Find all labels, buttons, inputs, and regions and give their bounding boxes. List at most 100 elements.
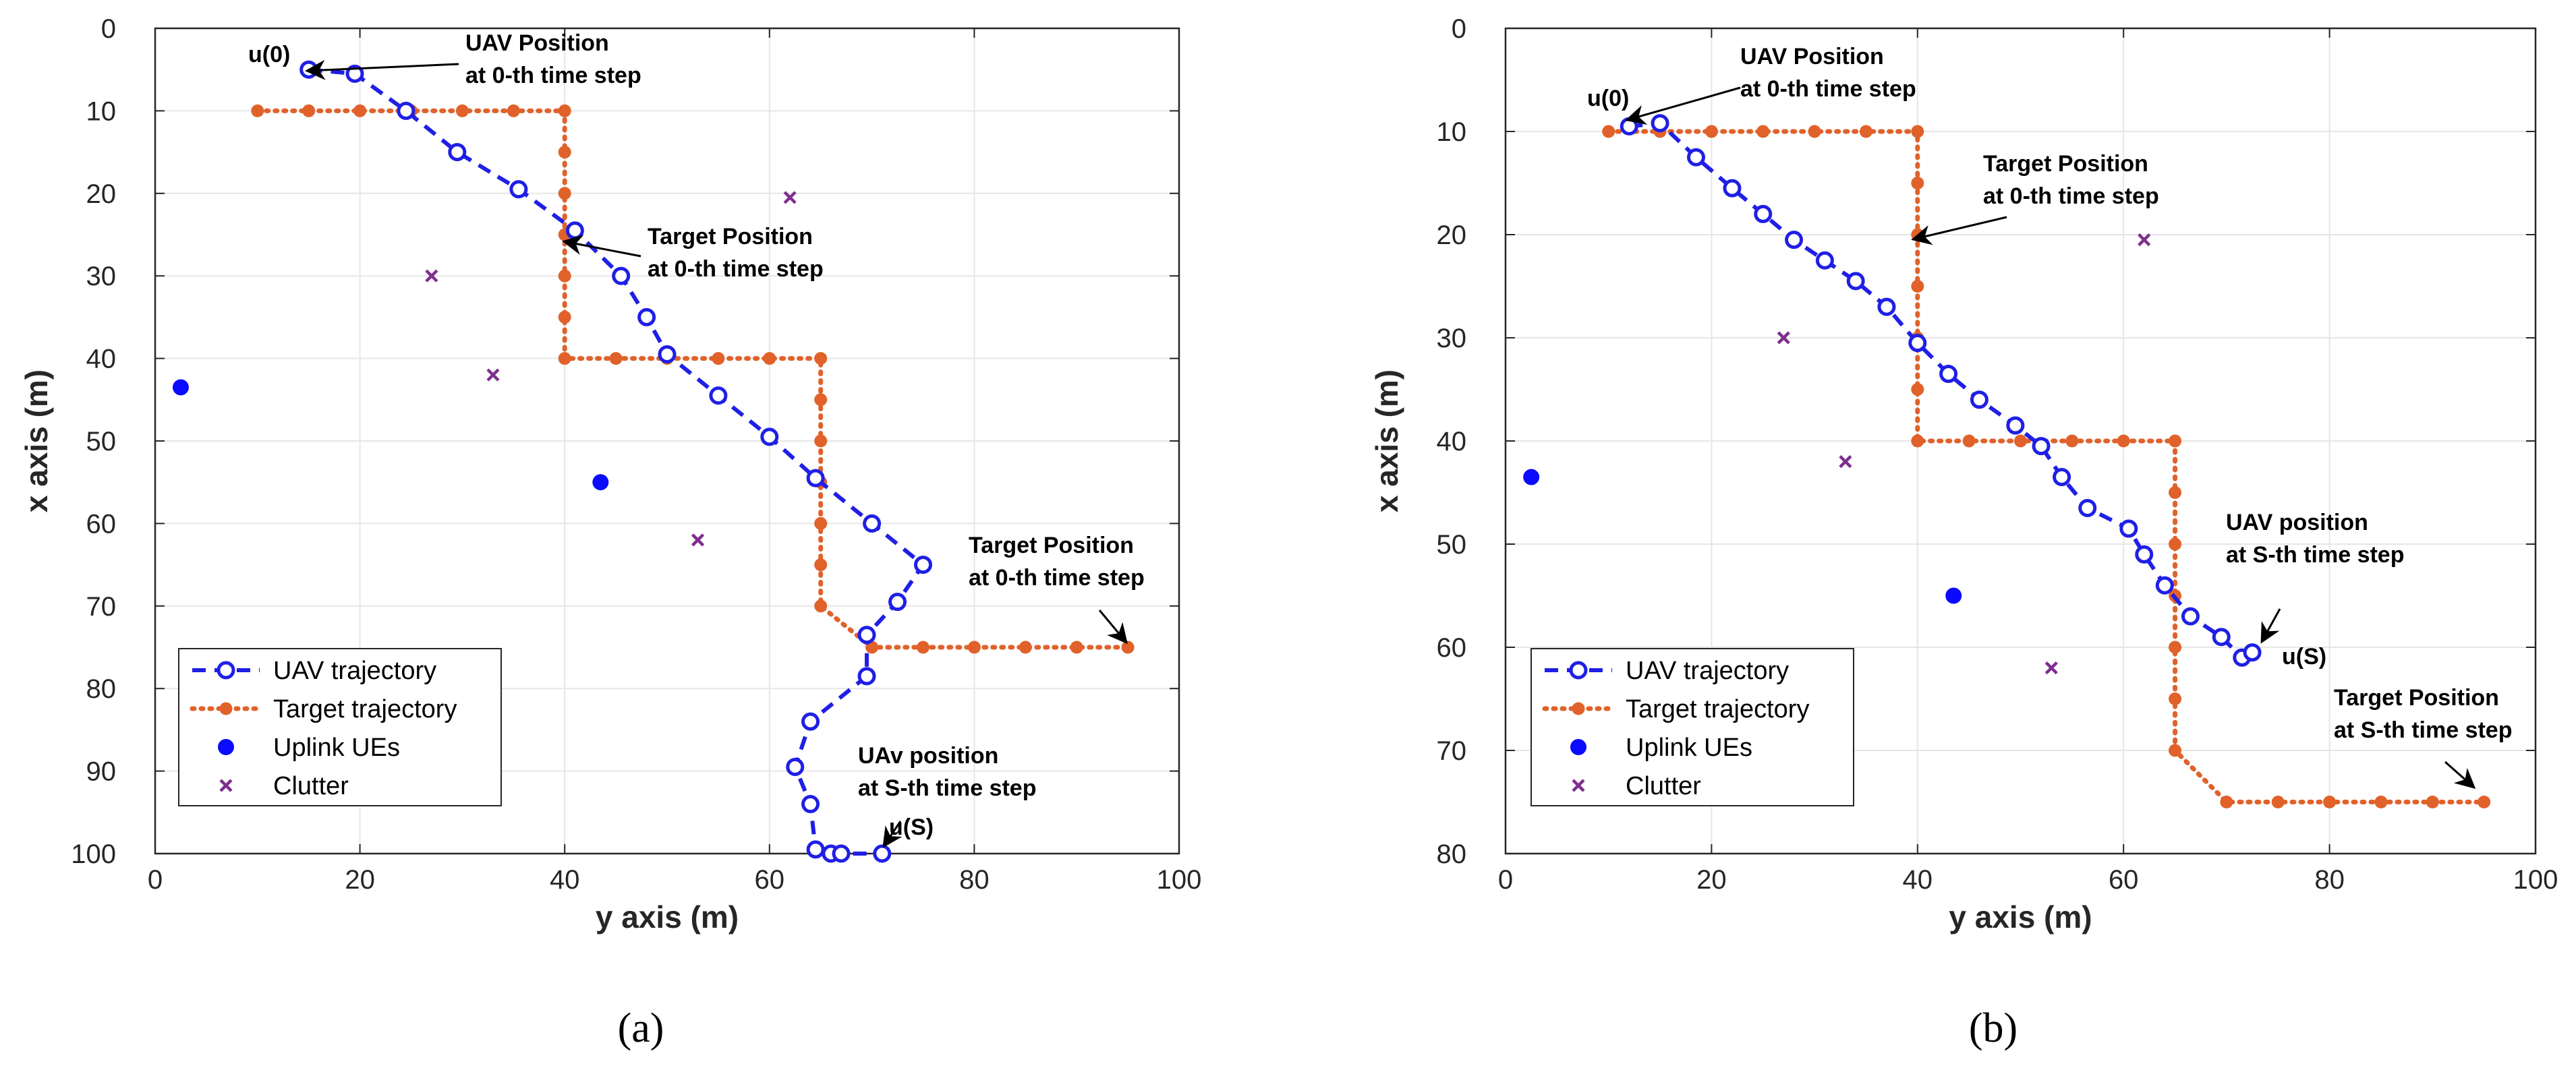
annotation-arrow bbox=[1625, 86, 1741, 125]
uplink-ue-point bbox=[172, 379, 189, 396]
target-point bbox=[814, 434, 828, 448]
y-tick-label: 20 bbox=[86, 179, 117, 209]
uav-point bbox=[345, 64, 364, 83]
annotation-arrow bbox=[305, 59, 459, 80]
legend-target-marker bbox=[219, 702, 233, 715]
uav-point bbox=[801, 795, 820, 814]
y-tick-label: 0 bbox=[1452, 14, 1466, 44]
annotation-text: Target Position bbox=[1983, 151, 2148, 177]
uav-point bbox=[857, 667, 876, 686]
target-point bbox=[558, 310, 571, 324]
target-point bbox=[558, 104, 571, 117]
clutter-point bbox=[783, 191, 797, 204]
x-tick-label: 20 bbox=[1696, 865, 1727, 895]
target-point bbox=[712, 352, 725, 365]
uav-point bbox=[2243, 643, 2262, 662]
uav-point bbox=[1877, 297, 1896, 316]
uav-point bbox=[1651, 114, 1669, 133]
x-tick-label: 40 bbox=[550, 865, 580, 895]
target-point bbox=[814, 599, 828, 613]
y-tick-label: 60 bbox=[86, 509, 117, 539]
target-point bbox=[2117, 434, 2130, 448]
annotation-text: u(S) bbox=[2282, 644, 2326, 670]
clutter-point bbox=[2044, 661, 2058, 675]
annotation-text: at S-th time step bbox=[858, 775, 1036, 801]
uav-point bbox=[658, 345, 677, 363]
uav-point bbox=[1815, 251, 1834, 270]
uav-point bbox=[888, 593, 907, 612]
legend-clutter-marker bbox=[1572, 779, 1585, 792]
y-tick-label: 10 bbox=[86, 96, 117, 126]
uav-point bbox=[2155, 576, 2174, 595]
legend-label: UAV trajectory bbox=[1626, 657, 1789, 685]
uav-point bbox=[1785, 231, 1804, 249]
clutter-point bbox=[1777, 331, 1790, 345]
uav-point bbox=[1970, 390, 1988, 409]
legend-ue-marker bbox=[218, 739, 234, 755]
target-point bbox=[1911, 177, 1924, 189]
clutter-point bbox=[486, 368, 500, 382]
target-point bbox=[1756, 125, 1770, 138]
target-point bbox=[2065, 434, 2079, 448]
clutter-point bbox=[1839, 455, 1852, 469]
y-tick-label: 80 bbox=[1437, 839, 1467, 869]
x-tick-label: 100 bbox=[1157, 865, 1202, 895]
x-tick-label: 80 bbox=[2314, 865, 2345, 895]
uplink-ue-point bbox=[1523, 469, 1540, 485]
target-point bbox=[814, 558, 828, 572]
y-tick-label: 70 bbox=[86, 592, 117, 622]
target-point bbox=[2169, 641, 2182, 654]
target-point bbox=[1602, 125, 1615, 138]
x-tick-label: 60 bbox=[2109, 865, 2139, 895]
x-axis-label: y axis (m) bbox=[596, 899, 739, 934]
annotation-text: at 0-th time step bbox=[1983, 183, 2159, 209]
y-tick-label: 30 bbox=[1437, 324, 1467, 353]
uav-point bbox=[1686, 148, 1705, 167]
legend-label: UAV trajectory bbox=[273, 657, 436, 685]
y-tick-label: 20 bbox=[1437, 220, 1467, 250]
target-point bbox=[1859, 125, 1872, 138]
legend-label: Uplink UEs bbox=[273, 734, 400, 762]
target-trajectory-line bbox=[255, 108, 1130, 650]
uplink-ue-point bbox=[1945, 587, 1962, 604]
annotation-arrow bbox=[2260, 608, 2281, 644]
panel-caption: (a) bbox=[618, 1005, 664, 1051]
target-point bbox=[609, 352, 623, 365]
target-point bbox=[2426, 796, 2439, 808]
uav-point bbox=[1620, 117, 1638, 136]
legend-label: Uplink UEs bbox=[1626, 734, 1752, 762]
y-tick-label: 100 bbox=[71, 839, 116, 869]
target-point bbox=[1705, 125, 1718, 138]
uav-point bbox=[873, 844, 892, 863]
x-tick-label: 0 bbox=[1498, 865, 1513, 895]
uav-point bbox=[565, 221, 584, 240]
uav-point bbox=[709, 386, 728, 405]
annotation-text: UAV position bbox=[2226, 510, 2368, 535]
uav-point bbox=[612, 266, 631, 285]
annotation-text: Target Position bbox=[648, 224, 813, 249]
legend-label: Clutter bbox=[273, 772, 349, 800]
target-point bbox=[2220, 796, 2233, 808]
uav-point bbox=[2135, 545, 2154, 564]
legend-label: Target trajectory bbox=[1626, 695, 1809, 723]
target-point bbox=[1911, 125, 1924, 138]
target-point bbox=[1121, 641, 1135, 654]
x-tick-label: 40 bbox=[1903, 865, 1933, 895]
target-point bbox=[2374, 796, 2388, 808]
target-point bbox=[1019, 641, 1032, 654]
uav-point bbox=[2212, 628, 2231, 647]
uav-point bbox=[760, 427, 779, 446]
x-axis-label: y axis (m) bbox=[1949, 899, 2092, 934]
target-point bbox=[2014, 434, 2027, 448]
annotation-text: at 0-th time step bbox=[969, 565, 1145, 591]
y-tick-label: 70 bbox=[1437, 736, 1467, 766]
target-point bbox=[2169, 434, 2182, 448]
target-point bbox=[1911, 434, 1924, 448]
legend-label: Clutter bbox=[1626, 772, 1701, 800]
target-point bbox=[917, 641, 929, 654]
target-point bbox=[967, 641, 981, 654]
target-point bbox=[302, 104, 316, 117]
target-point bbox=[558, 187, 571, 200]
y-tick-label: 40 bbox=[86, 345, 117, 374]
